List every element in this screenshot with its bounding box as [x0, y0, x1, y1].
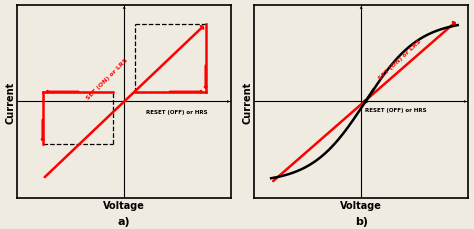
Y-axis label: Current: Current — [243, 81, 253, 123]
Text: b): b) — [355, 216, 368, 226]
X-axis label: Voltage: Voltage — [340, 200, 382, 210]
Text: RESET (OFF) or HRS: RESET (OFF) or HRS — [146, 109, 207, 114]
Text: SET (ON) or LRS: SET (ON) or LRS — [85, 57, 129, 101]
Text: SET (ON) or LRS: SET (ON) or LRS — [377, 39, 422, 81]
X-axis label: Voltage: Voltage — [103, 200, 145, 210]
Text: a): a) — [118, 216, 130, 226]
Y-axis label: Current: Current — [6, 81, 16, 123]
Text: RESET (OFF) or HRS: RESET (OFF) or HRS — [365, 107, 427, 112]
